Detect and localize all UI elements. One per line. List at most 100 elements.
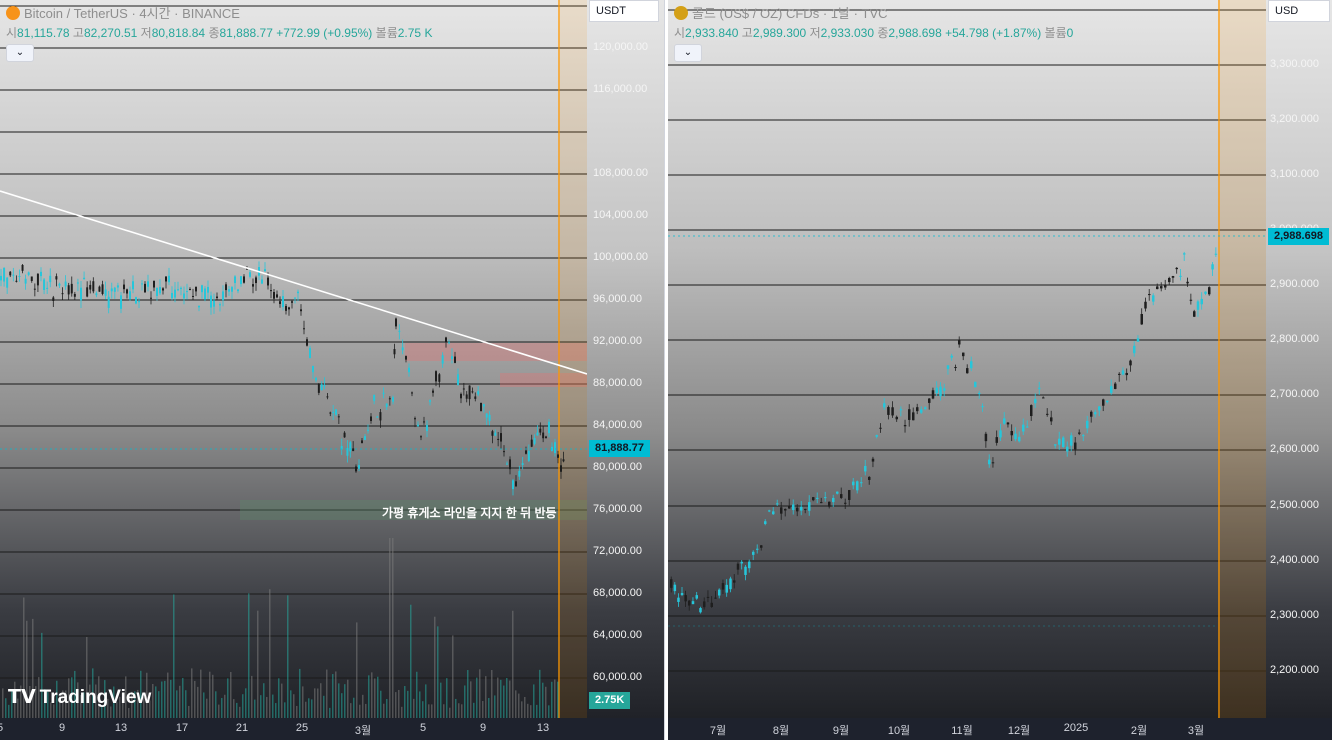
- volume-bar: [338, 683, 340, 718]
- symbol-legend[interactable]: Bitcoin / TetherUS · 4시간 · BINANCE: [6, 3, 240, 22]
- pane-divider[interactable]: [664, 0, 668, 740]
- currency-label[interactable]: USDT: [589, 0, 659, 22]
- candle-body: [1168, 278, 1171, 283]
- volume-bar: [404, 686, 406, 718]
- volume-bar: [44, 689, 46, 718]
- volume-bar: [431, 704, 433, 718]
- candle-body: [329, 412, 332, 414]
- candle-body: [33, 288, 36, 290]
- volume-bar: [53, 704, 55, 718]
- bitcoin-chart-pane[interactable]: 120,000.00 116,000.00 108,000.00 104,000.00…: [0, 0, 664, 740]
- candle-body: [9, 271, 12, 276]
- candle-body: [255, 277, 257, 284]
- candle-body: [525, 450, 527, 454]
- volume-bar: [206, 698, 208, 718]
- candle-body: [1183, 253, 1186, 255]
- gold-chart-pane[interactable]: 3,300.0003,200.0003,100.0003,000.0002,90…: [668, 0, 1332, 740]
- volume-bar: [542, 682, 544, 718]
- volume-bar: [491, 670, 493, 718]
- volume-bar: [545, 686, 547, 718]
- price-axis-label: 2,600.000: [1270, 443, 1319, 455]
- candle-body: [518, 470, 521, 477]
- candle-body: [521, 463, 524, 465]
- candle-body: [243, 276, 245, 283]
- candle-body: [364, 436, 366, 441]
- candle-body: [323, 385, 326, 387]
- time-axis-label: 25: [295, 722, 309, 734]
- price-scale[interactable]: 3,300.0003,200.0003,100.0003,000.0002,90…: [1266, 0, 1332, 718]
- volume-bar: [173, 594, 175, 718]
- candle-body: [429, 400, 431, 402]
- candle-body: [1175, 267, 1178, 270]
- volume-bar: [62, 690, 64, 718]
- volume-bar: [80, 695, 82, 718]
- price-axis-label: 92,000.00: [593, 335, 642, 347]
- volume-bar: [413, 698, 415, 718]
- candle-body: [104, 289, 107, 296]
- legend-collapse-button[interactable]: ⌄: [6, 44, 34, 62]
- volume-bar: [263, 683, 265, 718]
- volume-bar: [305, 701, 307, 718]
- volume-bar: [308, 698, 310, 718]
- chart-plot-area[interactable]: [0, 0, 587, 718]
- volume-bar: [359, 704, 361, 718]
- candle-body: [385, 403, 388, 408]
- candle-body: [935, 387, 938, 394]
- time-axis-label: 2025: [1063, 722, 1089, 734]
- candle-body: [895, 416, 898, 420]
- candle-body: [276, 294, 278, 298]
- time-scale[interactable]: 7월 8월 9월 10월 11월 12월 2025 2월 3월: [668, 718, 1332, 740]
- price-scale[interactable]: 120,000.00 116,000.00 108,000.00 104,000.00…: [587, 0, 664, 718]
- chart-plot-area[interactable]: [668, 0, 1266, 718]
- candle-body: [796, 507, 799, 512]
- candle-body: [132, 281, 134, 290]
- candle-body: [864, 465, 867, 472]
- candle-body: [1211, 264, 1214, 270]
- symbol-legend[interactable]: 골드 (US$ / OZ) CFDs · 1날 · TVC: [674, 3, 888, 22]
- candle-body: [1082, 435, 1085, 437]
- candle-body: [246, 268, 248, 270]
- candle-body: [931, 390, 935, 399]
- candle-body: [264, 269, 266, 272]
- candle-body: [315, 377, 317, 381]
- volume-bar: [422, 701, 424, 718]
- candle-body: [468, 385, 471, 400]
- candle-body: [326, 396, 329, 398]
- candle-body: [536, 432, 539, 436]
- candle-body: [1156, 286, 1159, 290]
- highlight-band: [558, 0, 587, 718]
- time-scale[interactable]: 5 9 13 17 21 25 3월 5 9 13: [0, 718, 664, 740]
- candle-body: [497, 438, 500, 440]
- volume-bar: [521, 701, 523, 718]
- candle-body: [680, 593, 684, 596]
- candle-body: [159, 286, 161, 294]
- volume-bar: [356, 622, 358, 718]
- candle-body: [1136, 338, 1140, 342]
- volume-bar: [56, 680, 58, 718]
- candle-body: [533, 437, 536, 444]
- legend-collapse-button[interactable]: ⌄: [674, 44, 702, 62]
- candle-body: [92, 281, 95, 292]
- candle-body: [474, 396, 477, 399]
- price-axis-label: 2,800.000: [1270, 333, 1319, 345]
- volume-bar: [41, 632, 43, 718]
- volume-bar: [392, 538, 394, 718]
- candle-body: [740, 561, 743, 564]
- candle-body: [55, 276, 58, 280]
- volume-bar: [416, 671, 418, 718]
- chart-annotation-text[interactable]: 가평 휴게소 라인을 지지 한 뒤 반등: [382, 506, 557, 520]
- volume-bar: [332, 674, 334, 718]
- volume-bar: [383, 703, 385, 718]
- candle-body: [562, 459, 565, 462]
- volume-bar: [83, 692, 85, 718]
- candle-body: [332, 411, 335, 413]
- candle-body: [871, 458, 875, 462]
- currency-label[interactable]: USD: [1268, 0, 1330, 22]
- volume-bar: [143, 697, 145, 718]
- tradingview-logo[interactable]: 𝗧𝗩 TradingView: [8, 687, 152, 708]
- volume-bar: [527, 703, 529, 718]
- volume-bar: [74, 670, 76, 718]
- volume-bar: [266, 696, 268, 718]
- candle-body: [883, 403, 886, 408]
- candle-body: [180, 287, 182, 290]
